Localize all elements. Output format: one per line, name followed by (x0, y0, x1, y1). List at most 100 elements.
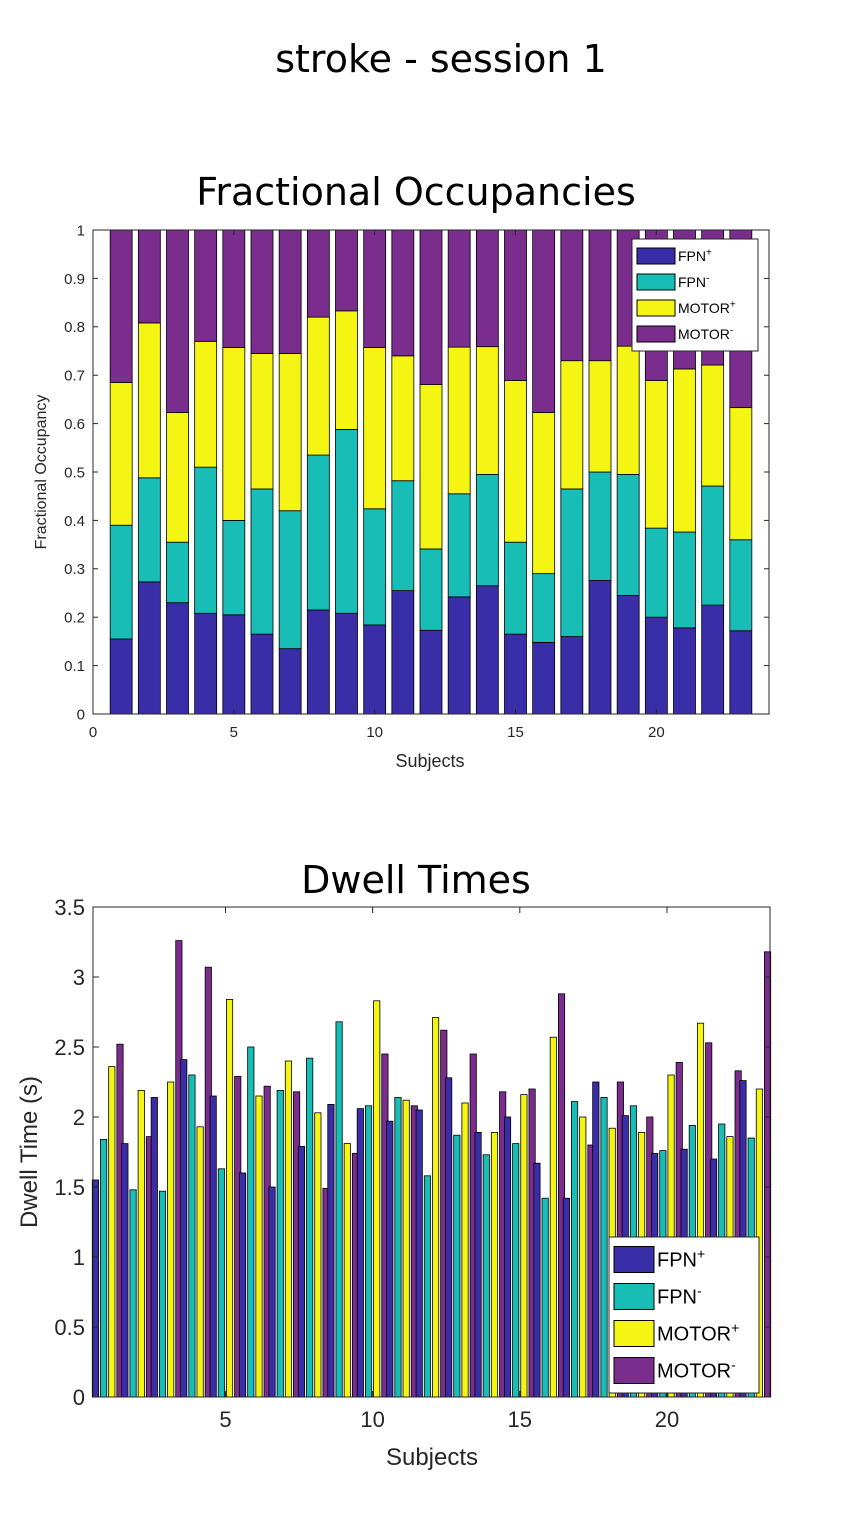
bar-subject-12-series-1 (423, 1175, 431, 1398)
bar-subject-2-series-2 (137, 322, 161, 479)
bar-subject-16-series-0 (532, 641, 556, 715)
bar-subject-2-series-3 (137, 229, 161, 324)
bar-subject-18-series-1 (588, 471, 612, 581)
bar-subject-7-series-0 (268, 1186, 276, 1398)
bar-subject-7-series-0 (278, 648, 302, 715)
bar-subject-11-series-1 (394, 1097, 402, 1398)
bar-subject-4-series-2 (196, 1126, 204, 1398)
bar-subject-11-series-1 (391, 480, 415, 591)
axes-box (92, 906, 771, 1398)
bar-subject-11-series-2 (402, 1099, 410, 1398)
y-tick-label: 0.5 (64, 464, 85, 481)
bar-subject-17-series-1 (560, 488, 584, 637)
bar-subject-17-series-0 (562, 1197, 570, 1398)
bar-subject-10-series-3 (363, 229, 387, 349)
bar-subject-1-series-2 (108, 1066, 116, 1398)
bar-subject-6-series-1 (250, 488, 274, 635)
bar-subject-15-series-0 (503, 1116, 512, 1398)
bar-subject-6-series-0 (239, 1172, 247, 1398)
bar-subject-18-series-3 (588, 229, 612, 362)
bar-subject-14-series-0 (475, 585, 499, 715)
x-axis-label: Subjects (386, 1444, 478, 1471)
y-tick-label: 2 (73, 1105, 85, 1130)
bar-subject-8-series-2 (314, 1112, 322, 1398)
bar-subject-22-series-2 (701, 364, 725, 487)
bar-subject-13-series-2 (447, 346, 471, 495)
y-tick-label: 0.4 (64, 513, 85, 530)
bar-subject-9-series-2 (343, 1143, 351, 1398)
y-tick-label: 0 (73, 1385, 85, 1410)
bar-subject-2-series-0 (121, 1143, 129, 1398)
bar-subject-3-series-2 (166, 412, 189, 543)
y-tick-label: 0.5 (54, 1315, 85, 1340)
bar-subject-8-series-2 (306, 316, 330, 456)
bar-subject-1-series-1 (100, 1139, 108, 1398)
legend-swatch (613, 1246, 655, 1273)
bar-subject-8-series-3 (306, 229, 330, 318)
bar-subject-9-series-2 (335, 310, 358, 430)
bar-subject-9-series-0 (335, 612, 358, 715)
bar-subject-9-series-0 (327, 1104, 335, 1398)
axes-layer: 0 5 10 15 20 0 0.1 0.2 0.3 0.4 0.5 0.6 0.7 0.8 0.9 1 (64, 222, 769, 741)
bar-subject-10-series-0 (363, 624, 387, 715)
legend: FPN+ FPN- MOTOR+ MOTOR- (631, 238, 759, 352)
bar-subject-17-series-0 (560, 636, 584, 715)
bar-subject-13-series-0 (445, 1077, 453, 1398)
bar-subject-2-series-1 (129, 1189, 137, 1398)
bar-subject-23-series-0 (729, 630, 753, 715)
legend-swatch (636, 247, 676, 265)
bar-subject-5-series-1 (217, 1168, 225, 1398)
x-tick-label: 10 (366, 724, 383, 741)
bar-subject-6-series-2 (250, 353, 274, 490)
bar-subject-11-series-0 (391, 590, 415, 715)
bar-subject-18-series-2 (588, 360, 612, 473)
bar-subject-1-series-1 (109, 524, 133, 640)
x-tick-label: 10 (360, 1407, 384, 1432)
bar-subject-9-series-1 (335, 1021, 343, 1398)
axes-layer: 5 10 15 20 0 0.5 1 1.5 2 2.5 3 3.5 (54, 895, 770, 1432)
bar-subject-10-series-1 (364, 1105, 373, 1398)
legend-swatch (636, 325, 676, 343)
bar-subject-3-series-1 (158, 1190, 167, 1398)
bars-layer (109, 229, 753, 715)
y-tick-label: 0.7 (64, 368, 85, 385)
fractional-occupancy-chart: Fractional Occupancies 0 5 10 15 20 0 0.1 0.2 0.… (33, 170, 770, 771)
bar-subject-5-series-2 (222, 347, 246, 521)
bar-subject-2-series-2 (137, 1090, 145, 1398)
x-tick-label: 5 (230, 724, 238, 741)
bar-subject-2-series-0 (137, 581, 161, 715)
bar-subject-23-series-1 (729, 539, 753, 632)
bar-subject-13-series-1 (453, 1134, 461, 1398)
x-tick-label: 15 (508, 1407, 532, 1432)
bar-subject-6-series-1 (247, 1046, 255, 1398)
legend-swatch (636, 299, 676, 317)
bar-subject-17-series-1 (571, 1101, 579, 1398)
bar-subject-16-series-3 (532, 229, 556, 413)
bar-subject-19-series-2 (616, 345, 640, 475)
y-tick-label: 1 (73, 1245, 85, 1270)
bar-subject-16-series-2 (532, 412, 556, 575)
bar-subject-3-series-2 (167, 1081, 175, 1398)
bar-subject-1-series-2 (109, 382, 133, 526)
bar-subject-18-series-1 (600, 1097, 608, 1398)
bar-subject-4-series-0 (180, 1059, 188, 1398)
y-tick-label: 3 (73, 965, 85, 990)
legend-swatch (613, 1283, 655, 1310)
bar-subject-15-series-1 (512, 1143, 520, 1398)
bar-subject-17-series-3 (560, 229, 584, 362)
bar-subject-12-series-3 (419, 229, 443, 385)
x-axis-label: Subjects (395, 751, 464, 771)
bar-subject-5-series-1 (222, 520, 246, 616)
bar-subject-10-series-2 (373, 1000, 381, 1398)
bar-subject-5-series-2 (226, 999, 234, 1398)
bar-subject-6-series-3 (250, 229, 274, 354)
bar-subject-13-series-2 (461, 1102, 469, 1398)
y-tick-label: 2.5 (54, 1035, 85, 1060)
bar-subject-13-series-1 (447, 493, 471, 598)
dwell-times-chart: Dwell Times 5 10 15 20 0 0.5 1 1.5 2 2.5 3 3.5 Subj… (16, 858, 772, 1471)
legend-entry: FPN- (657, 1283, 702, 1309)
y-tick-label: 3.5 (54, 895, 85, 920)
bar-subject-16-series-2 (549, 1036, 557, 1398)
bar-subject-16-series-1 (532, 573, 556, 643)
